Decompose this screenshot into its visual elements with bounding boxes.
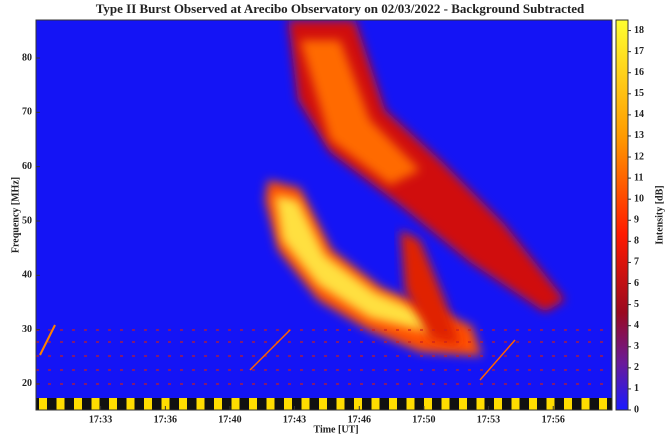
spectrogram [36, 20, 612, 410]
colorbar-tick-label: 3 [634, 341, 639, 352]
colorbar-tick-label: 9 [634, 215, 639, 226]
calibration-strip [36, 398, 612, 410]
x-tick-label: 17:50 [412, 414, 435, 425]
y-tick-label: 80 [22, 52, 32, 63]
rfi-lines [36, 329, 612, 385]
colorbar-tick-label: 1 [634, 383, 639, 394]
colorbar-tick-label: 8 [634, 236, 639, 247]
chart-title: Type II Burst Observed at Arecibo Observ… [96, 1, 585, 16]
colorbar-tick-label: 10 [634, 193, 644, 204]
rfi-streak [249, 329, 291, 371]
colorbar [615, 19, 629, 411]
colorbar-tick-label: 11 [634, 172, 643, 183]
burst-harmonic-core [300, 40, 420, 185]
rfi-streak [479, 339, 516, 381]
y-tick-label: 30 [22, 324, 32, 335]
colorbar-tick-label: 13 [634, 130, 644, 141]
plot-frame [35, 19, 613, 411]
rfi-streak [39, 324, 56, 356]
colorbar-tick-label: 4 [634, 320, 639, 331]
colorbar-tick-label: 5 [634, 299, 639, 310]
x-tick-label: 17:46 [348, 414, 371, 425]
x-axis-label: Time [UT] [313, 424, 358, 435]
y-tick-label: 50 [22, 215, 32, 226]
x-tick-label: 17:56 [542, 414, 565, 425]
y-tick-label: 60 [22, 161, 32, 172]
x-tick-label: 17:43 [283, 414, 306, 425]
burst-echo [400, 230, 460, 345]
x-tick-label: 17:36 [154, 414, 177, 425]
colorbar-tick-label: 15 [634, 88, 644, 99]
colorbar-tick-label: 6 [634, 278, 639, 289]
colorbar-tick-label: 0 [634, 404, 639, 415]
colorbar-tick-label: 7 [634, 257, 639, 268]
colorbar-tick-label: 16 [634, 67, 644, 78]
x-tick-label: 17:40 [218, 414, 241, 425]
y-tick-label: 70 [22, 107, 32, 118]
colorbar-tick-label: 17 [634, 46, 644, 57]
colorbar-tick-label: 14 [634, 109, 644, 120]
y-axis-label: Frequency [MHz] [10, 177, 21, 253]
colorbar-tick-label: 12 [634, 151, 644, 162]
x-tick-label: 17:33 [89, 414, 112, 425]
colorbar-label: Intensity [dB] [654, 185, 665, 244]
colorbar-tick-label: 2 [634, 362, 639, 373]
y-tick-label: 40 [22, 270, 32, 281]
colorbar-tick-label: 18 [634, 25, 644, 36]
y-tick-label: 20 [22, 378, 32, 389]
x-tick-label: 17:53 [477, 414, 500, 425]
